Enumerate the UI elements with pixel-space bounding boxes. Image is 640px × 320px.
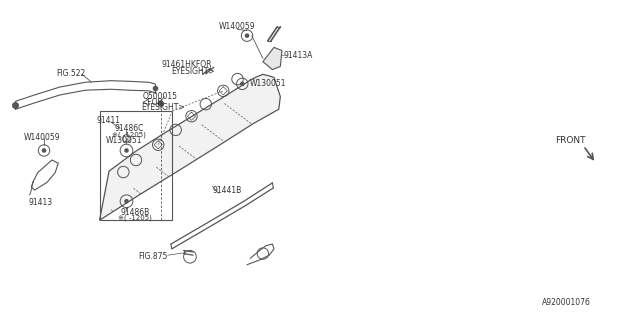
Circle shape (125, 200, 128, 203)
Circle shape (241, 82, 244, 85)
Text: ※( -1205): ※( -1205) (118, 214, 152, 221)
Circle shape (246, 34, 248, 37)
Text: 91486C: 91486C (115, 124, 144, 133)
Text: A920001076: A920001076 (542, 298, 591, 307)
Text: W130051: W130051 (250, 79, 287, 88)
Circle shape (158, 101, 163, 106)
Circle shape (42, 149, 45, 152)
Text: <FOR: <FOR (141, 98, 163, 107)
Polygon shape (263, 47, 282, 69)
Text: 91413: 91413 (28, 198, 52, 207)
Text: 91441B: 91441B (212, 186, 241, 195)
Polygon shape (100, 74, 280, 220)
Text: FIG.875: FIG.875 (138, 252, 168, 261)
Text: FIG.522: FIG.522 (57, 69, 86, 78)
Text: 91411: 91411 (97, 116, 120, 125)
Text: FRONT: FRONT (555, 136, 585, 146)
Text: ※( -1205): ※( -1205) (112, 132, 146, 138)
Text: W140059: W140059 (218, 22, 255, 31)
Text: 91461HKFOR: 91461HKFOR (161, 60, 212, 69)
Text: W140059: W140059 (24, 133, 60, 142)
Text: Q500015: Q500015 (142, 92, 177, 101)
Text: EYESIGHT>: EYESIGHT> (171, 67, 214, 76)
Text: 91486B: 91486B (120, 208, 149, 217)
Bar (100, 111, 173, 220)
Text: 91413A: 91413A (284, 51, 313, 60)
Circle shape (125, 149, 128, 152)
Text: W130051: W130051 (106, 136, 142, 146)
Text: EYESIGHT>: EYESIGHT> (141, 103, 184, 112)
